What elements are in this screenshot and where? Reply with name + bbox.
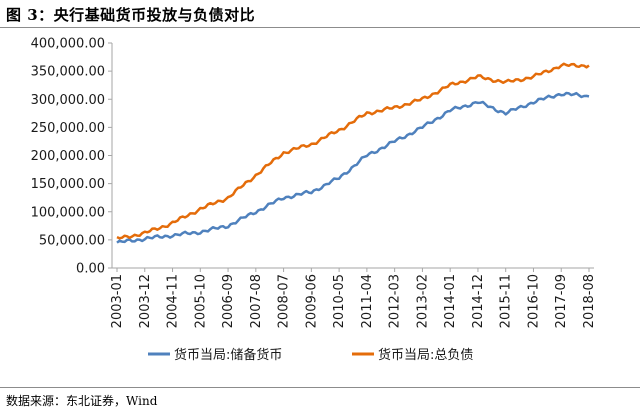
x-tick-label: 2016-10 — [526, 274, 541, 328]
x-tick-label: 2015-11 — [499, 274, 514, 328]
x-tick-label: 2014-12 — [471, 274, 486, 328]
legend: 货币当局:储备货币 货币当局:总负债 — [148, 347, 473, 363]
x-tick-label: 2017-09 — [554, 274, 569, 328]
line-chart: 0.00 50,000.00 100,000.00 150,000.00 200,000… — [31, 37, 597, 364]
x-tick-label: 2003-01 — [110, 274, 125, 328]
x-tick-label: 2009-06 — [304, 274, 319, 328]
legend-label-2: 货币当局:总负债 — [378, 347, 473, 363]
x-tick-label: 2018-08 — [582, 274, 597, 328]
x-tick-label: 2006-09 — [221, 274, 236, 328]
x-axis-ticks: 2003-01 2003-12 2004-11 2005-10 2006-09 2007-… — [110, 268, 597, 328]
y-tick-label: 250,000.00 — [31, 121, 105, 136]
y-tick-label: 400,000.00 — [31, 37, 105, 52]
figure-title: 图 3：央行基础货币投放与负债对比 — [6, 6, 256, 24]
x-tick-label: 2012-03 — [388, 274, 403, 328]
source-note: 数据来源：东北证券，Wind — [6, 394, 158, 408]
x-tick-label: 2013-02 — [415, 274, 430, 328]
x-tick-label: 2004-11 — [166, 274, 181, 328]
legend-label-1: 货币当局:储备货币 — [174, 347, 282, 363]
bottom-rule — [0, 387, 640, 388]
x-tick-label: 2014-01 — [443, 274, 458, 328]
y-tick-label: 200,000.00 — [31, 149, 105, 164]
y-tick-label: 0.00 — [76, 262, 105, 277]
y-axis-ticks: 0.00 50,000.00 100,000.00 150,000.00 200,000… — [31, 37, 112, 277]
x-tick-label: 2003-12 — [138, 274, 153, 328]
x-tick-label: 2005-10 — [193, 274, 208, 328]
y-tick-label: 50,000.00 — [39, 233, 105, 248]
series-line-1 — [116, 91, 590, 244]
y-tick-label: 350,000.00 — [31, 65, 105, 80]
y-tick-label: 150,000.00 — [31, 177, 105, 192]
x-tick-label: 2010-05 — [332, 274, 347, 328]
y-tick-label: 100,000.00 — [31, 205, 105, 220]
x-tick-label: 2008-07 — [277, 274, 292, 328]
x-tick-label: 2007-08 — [249, 274, 264, 328]
y-tick-label: 300,000.00 — [31, 93, 105, 108]
x-tick-label: 2011-04 — [360, 274, 375, 328]
series-line-2 — [116, 62, 590, 240]
top-rule — [0, 27, 640, 28]
